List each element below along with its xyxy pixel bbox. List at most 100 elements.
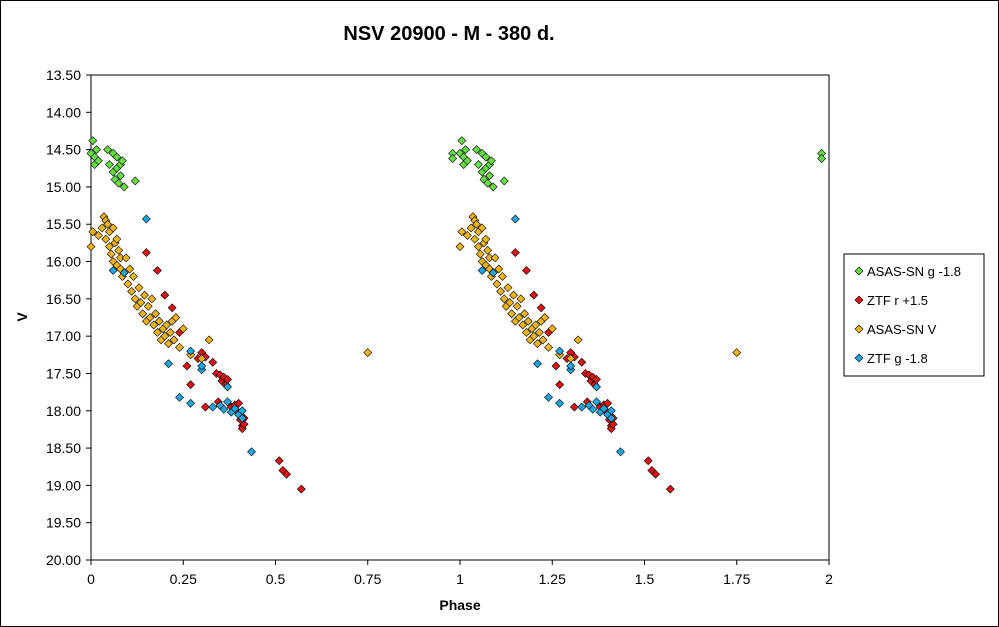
y-tick-label: 16.50 <box>46 291 81 307</box>
point-series-3 <box>164 339 173 349</box>
point-series-3 <box>455 242 465 252</box>
point-series-4 <box>247 447 256 457</box>
y-tick-label: 15.00 <box>46 179 81 195</box>
point-series-3 <box>162 320 172 330</box>
point-series-3 <box>534 327 544 337</box>
point-series-3 <box>544 342 553 352</box>
point-series-1 <box>103 145 113 155</box>
legend-label: ASAS-SN g -1.8 <box>867 264 961 279</box>
point-series-2 <box>152 266 162 275</box>
point-series-3 <box>732 348 742 357</box>
point-series-4 <box>223 382 232 392</box>
point-series-4 <box>510 214 520 224</box>
point-series-2 <box>577 357 587 367</box>
point-series-1 <box>485 171 494 181</box>
x-axis-title: Phase <box>439 597 480 613</box>
x-tick-label: 1.25 <box>539 571 566 587</box>
point-series-3 <box>134 283 144 293</box>
point-series-4 <box>164 359 173 369</box>
point-series-3 <box>505 298 515 308</box>
plot-area <box>90 74 830 561</box>
point-series-3 <box>147 294 157 304</box>
point-series-3 <box>523 316 533 326</box>
legend-label: ZTF r +1.5 <box>867 293 928 308</box>
point-series-2 <box>160 290 170 300</box>
point-series-2 <box>510 248 520 258</box>
point-series-4 <box>533 359 542 369</box>
point-series-3 <box>130 294 140 304</box>
point-series-2 <box>282 469 291 479</box>
point-series-3 <box>121 253 131 263</box>
point-series-1 <box>112 152 122 162</box>
point-series-3 <box>533 339 542 349</box>
point-series-3 <box>462 230 472 240</box>
data-points <box>86 136 827 494</box>
point-series-4 <box>108 266 118 275</box>
point-series-4 <box>230 404 240 413</box>
point-series-2 <box>274 456 284 466</box>
point-series-4 <box>577 402 587 412</box>
y-axis: 13.50 14.00 14.50 15.00 15.50 16.00 16.50 17.00… <box>46 67 91 568</box>
point-series-3 <box>499 294 509 304</box>
point-series-2 <box>536 303 546 313</box>
point-series-3 <box>475 249 485 259</box>
point-series-4 <box>175 392 184 402</box>
point-series-3 <box>106 249 116 259</box>
point-series-1 <box>483 178 493 188</box>
point-series-3 <box>512 301 522 311</box>
point-series-2 <box>200 402 210 412</box>
point-series-3 <box>503 283 513 293</box>
point-series-4 <box>119 268 129 278</box>
legend-marker <box>854 266 864 276</box>
point-series-3 <box>88 227 98 237</box>
x-tick-label: 0.25 <box>170 571 197 587</box>
point-series-4 <box>237 406 247 416</box>
point-series-3 <box>171 313 181 322</box>
point-series-2 <box>665 484 675 494</box>
x-tick-label: 1.5 <box>635 571 655 587</box>
point-series-1 <box>488 182 498 192</box>
point-series-3 <box>547 324 557 334</box>
point-series-4 <box>208 402 218 412</box>
legend: ASAS-SN g -1.8 ZTF r +1.5 ASAS-SN V ZTF g -… <box>843 253 985 377</box>
point-series-2 <box>167 303 177 313</box>
point-series-1 <box>119 182 129 192</box>
y-tick-label: 14.50 <box>46 142 81 158</box>
point-series-3 <box>514 313 524 322</box>
point-series-4 <box>606 413 616 423</box>
point-series-2 <box>141 248 151 258</box>
point-series-2 <box>208 357 218 367</box>
y-tick-label: 16.00 <box>46 254 81 270</box>
point-series-3 <box>483 245 493 255</box>
point-series-3 <box>138 309 148 319</box>
point-series-3 <box>466 223 476 233</box>
point-series-1 <box>117 156 127 166</box>
point-series-2 <box>603 398 613 408</box>
point-series-4 <box>599 404 609 413</box>
point-series-2 <box>234 398 244 408</box>
point-series-2 <box>521 266 531 275</box>
point-series-3 <box>538 335 548 345</box>
point-series-4 <box>477 266 487 275</box>
point-series-3 <box>520 309 529 319</box>
y-tick-label: 18.50 <box>46 440 81 456</box>
point-series-4 <box>592 382 601 392</box>
point-series-3 <box>498 272 507 281</box>
legend-marker <box>854 324 864 334</box>
point-series-3 <box>140 290 149 300</box>
y-tick-label: 19.00 <box>46 477 81 493</box>
y-axis-title: V <box>14 312 30 322</box>
x-tick-label: 1.75 <box>723 571 750 587</box>
point-series-3 <box>509 290 518 300</box>
point-series-3 <box>129 272 138 281</box>
point-series-4 <box>544 392 553 402</box>
point-series-3 <box>363 348 373 357</box>
point-series-2 <box>186 380 196 390</box>
x-tick-label: 0.75 <box>354 571 381 587</box>
x-tick-label: 1 <box>456 571 464 587</box>
y-tick-label: 18.00 <box>46 403 81 419</box>
x-tick-label: 0 <box>87 571 95 587</box>
point-series-3 <box>105 242 114 252</box>
